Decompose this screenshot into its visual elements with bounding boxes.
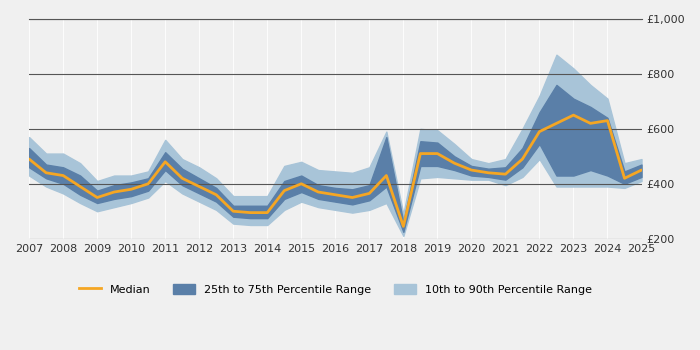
Legend: Median, 25th to 75th Percentile Range, 10th to 90th Percentile Range: Median, 25th to 75th Percentile Range, 1… xyxy=(74,279,596,299)
